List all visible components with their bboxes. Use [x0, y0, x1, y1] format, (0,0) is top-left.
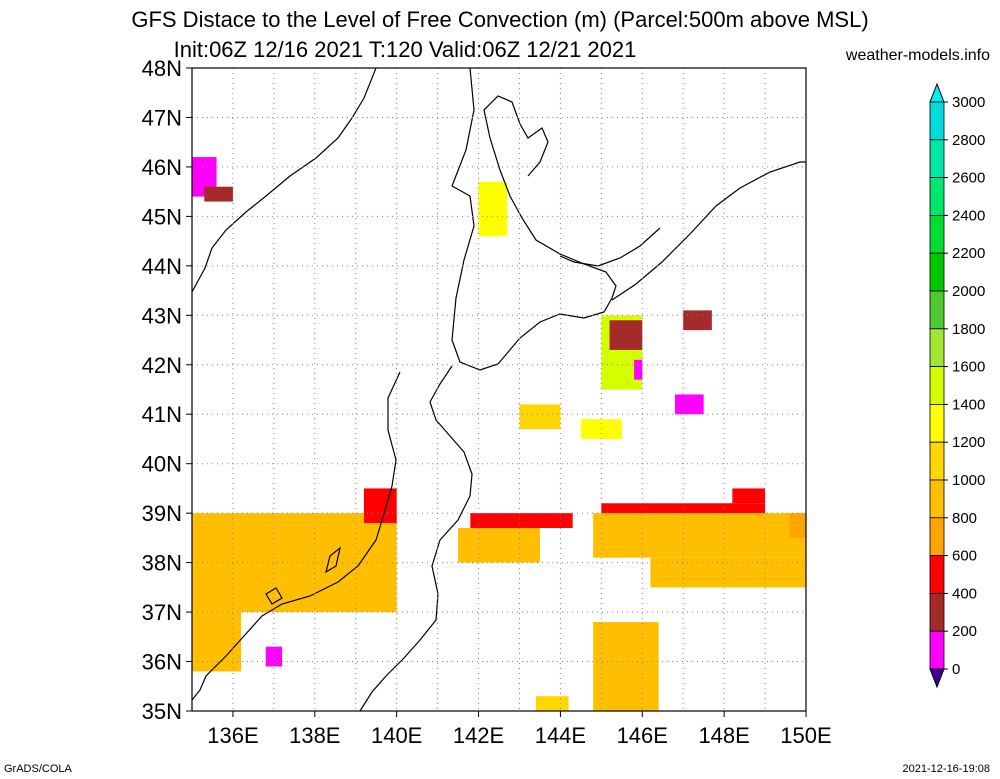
generation-timestamp: 2021-12-16-19:08: [902, 763, 990, 775]
field-cell: [634, 359, 643, 380]
lon-label: 138E: [289, 723, 340, 748]
colorbar-label: 2000: [952, 283, 985, 300]
colorbar-label: 1400: [952, 396, 985, 413]
lon-label: 148E: [698, 723, 749, 748]
axis-labels: 35N 36N 37N 38N 39N 40N 41N 42N 43N 44N 45N 46N 47N 4…: [142, 56, 832, 748]
field-cell: [363, 488, 397, 524]
lon-label: 136E: [207, 723, 258, 748]
coastline-mainland-asia: [192, 68, 377, 293]
map-title: GFS Distace to the Level of Free Convect…: [131, 7, 869, 32]
colorbar-label: 1800: [952, 321, 985, 338]
field-cell: [609, 320, 643, 350]
colorbar-segment: [929, 630, 945, 670]
lon-label: 150E: [780, 723, 831, 748]
coastline-honshu: [359, 365, 473, 711]
coastline-sea-of-okhotsk: [559, 227, 661, 267]
lat-label: 36N: [142, 650, 182, 675]
colorbar: 0 200 400 600 800 1000 1200 1400 1600 1800 2000 220…: [929, 82, 985, 689]
colorbar-segment: [929, 214, 945, 254]
plot-frame: [191, 67, 807, 712]
field-cell: [593, 621, 659, 711]
colorbar-label: 400: [952, 585, 977, 602]
colorbar-label: 2800: [952, 132, 985, 149]
field-cell: [593, 513, 806, 558]
field-layer: [192, 157, 806, 711]
field-cell: [470, 513, 573, 528]
site-credit: weather-models.info: [845, 47, 990, 64]
field-cell: [535, 696, 569, 711]
colorbar-label: 2200: [952, 245, 985, 262]
colorbar-label: 2400: [952, 207, 985, 224]
lat-label: 42N: [142, 353, 182, 378]
lon-label: 146E: [617, 723, 668, 748]
colorbar-label: 1600: [952, 359, 985, 376]
colorbar-segment: [929, 366, 945, 405]
graticule: [192, 68, 806, 711]
colorbar-label: 800: [952, 510, 977, 527]
field-cell: [478, 181, 508, 237]
field-cell: [580, 419, 622, 439]
lat-label: 40N: [142, 452, 182, 477]
colorbar-segment: [929, 479, 945, 519]
island-sado: [325, 546, 341, 574]
lat-label: 46N: [142, 155, 182, 180]
field-cell: [519, 404, 561, 430]
colorbar-segment: [929, 403, 945, 443]
field-cell: [732, 488, 766, 504]
colorbar-segment: [929, 593, 945, 632]
lat-label: 37N: [142, 600, 182, 625]
field-cell: [458, 527, 540, 563]
lat-label: 35N: [142, 699, 182, 724]
field-cell: [683, 310, 712, 331]
lat-label: 41N: [142, 402, 182, 427]
coastline-hokkaido-east: [611, 161, 806, 301]
colorbar-label: 1000: [952, 472, 985, 489]
colorbar-segment: [929, 177, 945, 216]
software-credit: GrADS/COLA: [4, 763, 72, 775]
lat-label: 44N: [142, 254, 182, 279]
coastline-honshu-west: [192, 371, 401, 701]
island-oki: [265, 587, 283, 605]
colorbar-label: 200: [952, 623, 977, 640]
colorbar-segment: [929, 328, 945, 367]
colorbar-segment: [929, 441, 945, 481]
lon-label: 140E: [371, 723, 422, 748]
lat-label: 38N: [142, 551, 182, 576]
field-cell: [204, 186, 233, 202]
lon-label: 142E: [453, 723, 504, 748]
colorbar-segment: [929, 290, 945, 330]
colorbar-label: 0: [952, 661, 960, 678]
lat-label: 43N: [142, 303, 182, 328]
colorbar-segment: [929, 555, 945, 594]
colorbar-segment: [929, 139, 945, 179]
colorbar-label: 1200: [952, 434, 985, 451]
field-cell: [789, 513, 806, 538]
coastline-sakhalin: [451, 68, 617, 371]
field-cell: [650, 557, 806, 588]
field-cell: [675, 394, 704, 415]
colorbar-segment: [929, 252, 945, 292]
lat-label: 45N: [142, 204, 182, 229]
colorbar-label: 2600: [952, 170, 985, 187]
lat-label: 48N: [142, 56, 182, 81]
colorbar-label: 3000: [952, 94, 985, 111]
colorbar-segment: [929, 517, 945, 556]
colorbar-label: 600: [952, 548, 977, 565]
colorbar-segment: [929, 101, 945, 141]
lat-label: 47N: [142, 105, 182, 130]
lon-label: 144E: [535, 723, 586, 748]
colorbar-arrow-bottom: [929, 668, 945, 689]
coastline-layer: [192, 68, 806, 711]
map-subtitle: Init:06Z 12/16 2021 T:120 Valid:06Z 12/2…: [173, 37, 637, 62]
colorbar-arrow-top: [929, 82, 945, 103]
field-cell: [192, 612, 242, 672]
lat-label: 39N: [142, 501, 182, 526]
